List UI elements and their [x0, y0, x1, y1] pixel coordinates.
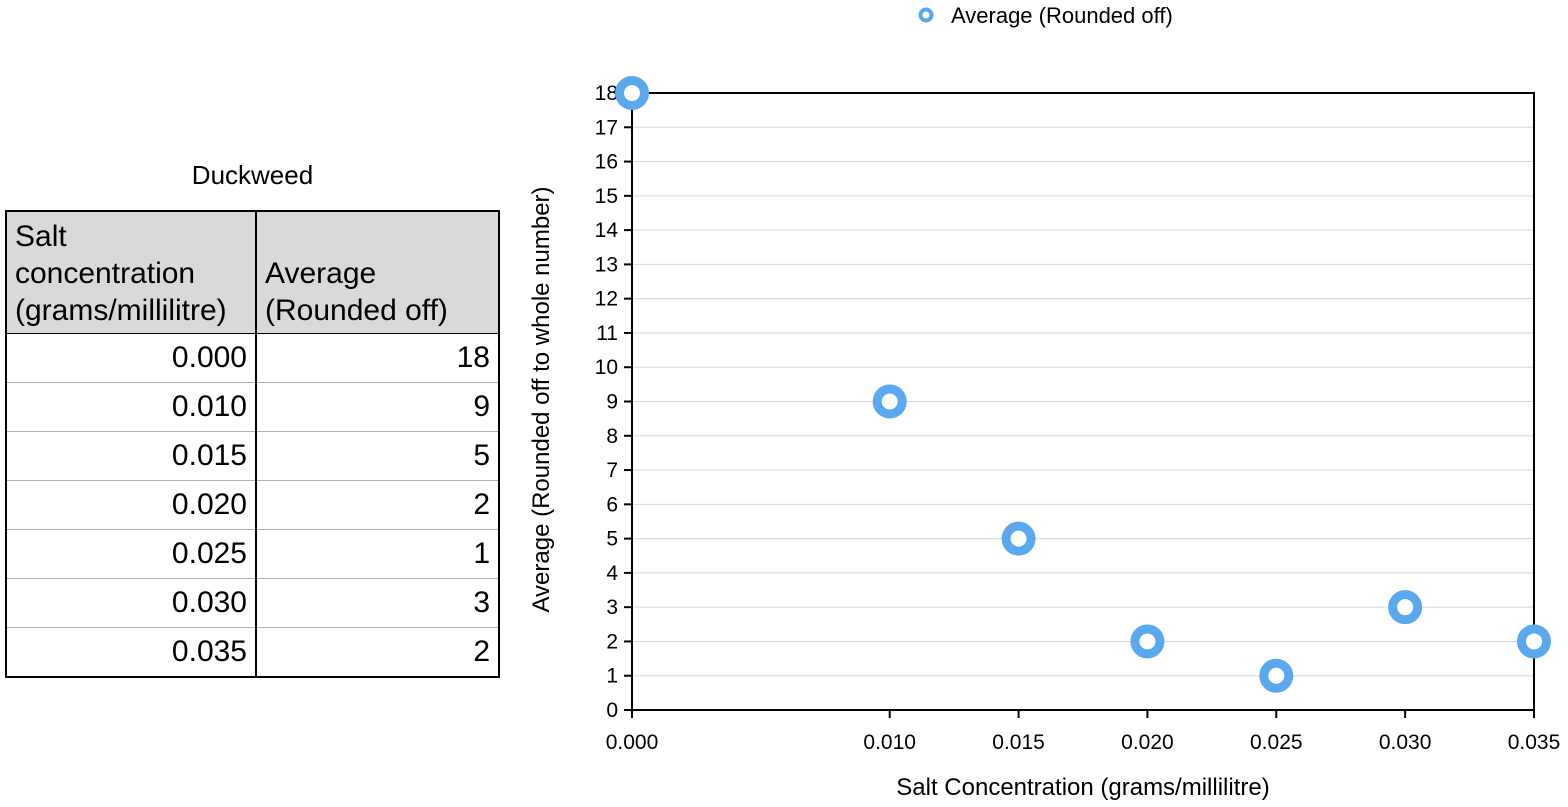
cell-salt-concentration: 0.015 [6, 431, 257, 481]
y-tick-label: 1 [606, 665, 618, 688]
data-point [1259, 658, 1294, 693]
y-tick-label: 8 [606, 425, 618, 448]
table-row: 0.010 9 [6, 382, 499, 432]
y-tick-label: 14 [595, 219, 619, 242]
y-tick-label: 2 [606, 630, 618, 653]
y-tick-label: 12 [595, 288, 618, 311]
data-point [1130, 624, 1165, 659]
header-salt-concentration: Salt concentration (grams/millilitre) [6, 211, 257, 334]
y-tick-label: 10 [595, 356, 618, 379]
cell-average: 1 [256, 529, 499, 579]
table-row: 0.020 2 [6, 480, 499, 530]
y-tick-label: 5 [606, 528, 618, 551]
x-tick-label: 0.035 [1508, 731, 1561, 754]
table-row: 0.035 2 [6, 627, 499, 677]
y-tick-label: 9 [606, 391, 618, 414]
data-point [872, 384, 907, 419]
cell-average: 2 [256, 480, 499, 530]
cell-salt-concentration: 0.030 [6, 578, 257, 628]
table-body: 0.000 18 0.010 9 0.015 5 0.020 2 0.025 1 0.030 3 0.0… [6, 333, 499, 677]
data-table: Salt concentration (grams/millilitre) Av… [5, 210, 500, 678]
table-title: Duckweed [191, 160, 314, 190]
table-row: 0.030 3 [6, 578, 499, 628]
y-tick-label: 3 [606, 596, 618, 619]
x-tick-label: 0.015 [992, 731, 1045, 754]
header-average: Average (Rounded off) [256, 211, 499, 334]
data-point [1001, 521, 1036, 556]
cell-salt-concentration: 0.035 [6, 627, 257, 677]
y-tick-label: 16 [595, 151, 618, 174]
y-tick-label: 7 [606, 459, 618, 482]
x-tick-label: 0.010 [863, 731, 916, 754]
x-tick-label: 0.030 [1379, 731, 1432, 754]
cell-salt-concentration: 0.025 [6, 529, 257, 579]
cell-salt-concentration: 0.000 [6, 333, 257, 383]
y-tick-label: 0 [606, 699, 618, 722]
x-tick-label: 0.000 [606, 731, 659, 754]
legend-label: Average (Rounded off) [951, 3, 1173, 28]
cell-average: 2 [473, 634, 490, 668]
data-point [1517, 624, 1551, 659]
x-tick-label: 0.025 [1250, 731, 1303, 754]
y-axis-title: Average (Rounded off to whole number) [528, 186, 555, 612]
x-tick-label: 0.020 [1121, 731, 1174, 754]
table-row: 0.000 18 [6, 333, 499, 383]
cell-average: 5 [256, 431, 499, 481]
table-row: 0.025 1 [6, 529, 499, 579]
y-tick-label: 4 [606, 562, 618, 585]
cell-average: 18 [256, 333, 499, 383]
table-row: 0.015 5 [6, 431, 499, 481]
y-tick-label: 15 [595, 185, 618, 208]
cell-average: 3 [256, 578, 499, 628]
y-tick-label: 6 [606, 493, 618, 516]
data-point [615, 76, 649, 110]
cell-salt-concentration: 0.020 [6, 480, 257, 530]
y-tick-label: 17 [595, 116, 618, 139]
y-tick-label: 13 [595, 253, 618, 276]
y-tick-label: 18 [595, 82, 618, 105]
x-axis-title: Salt Concentration (grams/millilitre) [896, 774, 1269, 801]
cell-average: 9 [256, 382, 499, 432]
cell-salt-concentration: 0.010 [6, 382, 257, 432]
data-point [1388, 590, 1423, 625]
y-tick-label: 11 [596, 322, 618, 345]
legend-marker [918, 7, 934, 23]
table-header-row: Salt concentration (grams/millilitre) Av… [6, 211, 499, 334]
